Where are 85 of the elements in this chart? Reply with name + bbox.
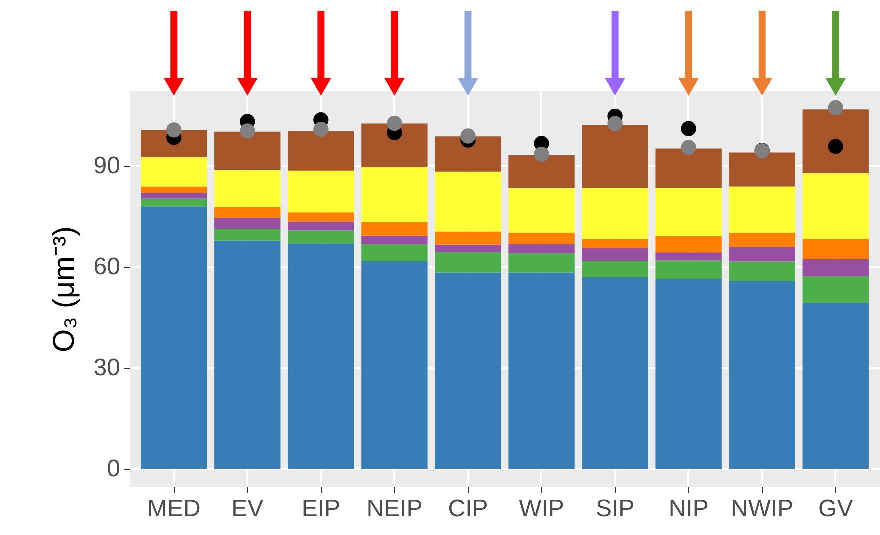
bar	[288, 131, 354, 171]
bar	[582, 188, 648, 240]
x-tick-label: NEIP	[366, 496, 423, 522]
bar	[729, 232, 796, 247]
bar	[582, 261, 648, 278]
bar	[288, 230, 354, 244]
bar	[508, 272, 575, 469]
bar	[508, 232, 575, 244]
point	[314, 122, 329, 138]
bar	[729, 281, 796, 469]
bar	[435, 272, 502, 469]
bar	[729, 152, 796, 187]
bar	[582, 239, 648, 248]
bar	[802, 276, 869, 304]
bar	[656, 260, 722, 280]
bar	[435, 252, 502, 273]
y-axis-title: O₃ (μm⁻³)	[48, 226, 81, 353]
bar	[141, 193, 208, 199]
bar	[362, 168, 428, 222]
bar	[656, 252, 722, 261]
bar	[729, 246, 796, 262]
bar	[214, 218, 281, 230]
point	[534, 146, 550, 162]
y-tick-label: 60	[94, 254, 120, 281]
bar	[141, 198, 208, 207]
bar	[288, 244, 354, 469]
bar	[656, 279, 722, 469]
bar	[729, 262, 796, 282]
x-tick-label: EIP	[302, 496, 341, 522]
bar	[508, 253, 575, 273]
x-tick-label: EV	[232, 496, 264, 522]
bar	[802, 110, 869, 174]
bar	[362, 261, 428, 469]
bar	[288, 170, 354, 213]
bar	[214, 240, 281, 469]
point	[681, 140, 696, 156]
point	[828, 139, 844, 154]
x-tick-label: SIP	[596, 496, 635, 522]
bar	[508, 188, 575, 233]
bar	[214, 207, 281, 218]
bar	[214, 132, 281, 170]
bar	[288, 212, 354, 222]
bar	[656, 148, 722, 188]
x-tick-label: MED	[147, 496, 201, 522]
y-tick-label: 90	[94, 152, 120, 180]
x-tick-label: GV	[818, 496, 854, 522]
y-tick-label: 0	[107, 456, 120, 482]
bar	[656, 236, 722, 253]
x-tick-label: CIP	[448, 496, 488, 522]
point	[387, 116, 402, 132]
x-tick-label: WIP	[519, 496, 564, 522]
bar	[802, 173, 869, 240]
bar	[435, 244, 502, 252]
x-tick-label: NIP	[668, 496, 709, 522]
bar	[508, 155, 575, 188]
bar	[435, 136, 502, 172]
bar	[362, 244, 428, 262]
point	[240, 124, 256, 139]
bar	[802, 259, 869, 276]
point	[460, 128, 476, 144]
bar	[582, 125, 648, 188]
bar	[802, 303, 869, 469]
point	[608, 116, 623, 132]
x-tick-label: NWIP	[731, 496, 794, 522]
bar	[214, 170, 281, 208]
point	[166, 122, 182, 138]
point	[681, 121, 696, 136]
bar	[362, 236, 428, 244]
bar	[141, 186, 208, 194]
bar	[435, 172, 502, 232]
point	[828, 100, 844, 116]
bar	[508, 244, 575, 254]
bar	[582, 278, 648, 469]
bar	[141, 206, 208, 469]
bar	[141, 157, 208, 187]
bar	[288, 222, 354, 231]
bar	[435, 232, 502, 245]
bar	[214, 229, 281, 241]
bar	[362, 124, 428, 168]
bar	[656, 188, 722, 237]
bar	[729, 186, 796, 233]
bar	[582, 248, 648, 262]
y-tick-label: 30	[94, 354, 120, 382]
bar	[362, 222, 428, 236]
bar	[802, 239, 869, 260]
